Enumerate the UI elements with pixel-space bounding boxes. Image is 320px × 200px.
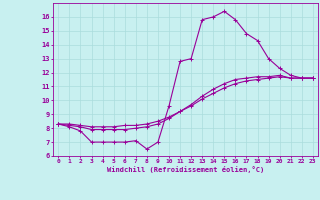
X-axis label: Windchill (Refroidissement éolien,°C): Windchill (Refroidissement éolien,°C) bbox=[107, 166, 264, 173]
